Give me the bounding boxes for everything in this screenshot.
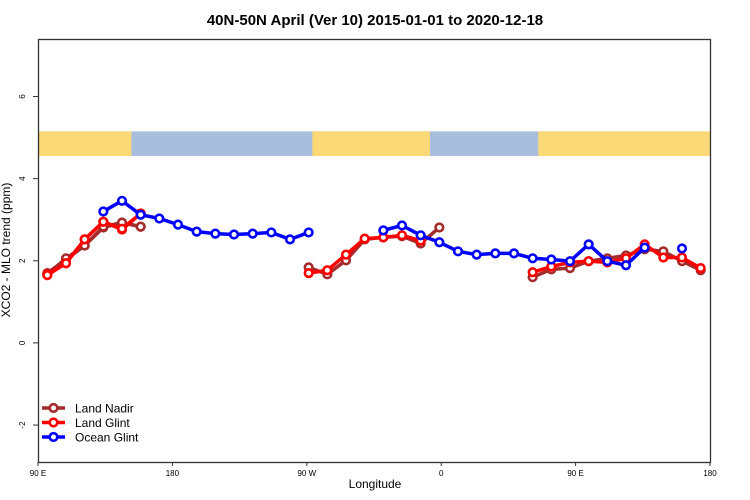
data-point	[602, 256, 613, 267]
data-point	[135, 209, 146, 220]
x-tick-label: 90 E	[30, 469, 46, 478]
data-point	[676, 243, 688, 254]
series-line	[46, 212, 142, 277]
data-point	[415, 230, 426, 241]
x-tick-label: 180	[703, 469, 717, 478]
y-tick-label: -2	[18, 421, 27, 429]
data-point	[490, 248, 501, 259]
data-point	[98, 216, 109, 227]
data-point	[98, 206, 109, 217]
x-axis: 90 E 180 90 W 0 90 E 180	[30, 462, 717, 478]
x-tick-label: 180	[166, 469, 180, 478]
data-point	[546, 254, 557, 265]
data-point	[378, 225, 389, 236]
legend-marker	[48, 417, 59, 428]
x-axis-label: Longitude	[349, 477, 402, 491]
map-strip	[38, 131, 710, 157]
y-axis: -2 0 2 4 6	[18, 94, 38, 429]
data-point	[583, 256, 594, 267]
data-point	[60, 258, 72, 269]
data-point	[658, 252, 669, 263]
data-point	[135, 221, 146, 232]
data-point	[508, 248, 520, 259]
data-point	[340, 249, 352, 260]
data-point	[434, 237, 445, 248]
legend-label: Land Glint	[75, 416, 130, 430]
data-point	[527, 253, 538, 264]
data-point	[695, 263, 706, 274]
data-point	[471, 249, 482, 260]
x-tick-label: 90 E	[567, 469, 583, 478]
data-point	[247, 228, 258, 239]
plot-series	[42, 195, 706, 283]
data-point	[172, 219, 184, 230]
data-point	[191, 226, 202, 237]
data-point	[620, 260, 632, 271]
x-tick-label: 90 W	[297, 469, 316, 478]
y-axis-label: XCO2 - MLO trend (ppm)	[0, 183, 13, 318]
land-band	[538, 131, 710, 157]
data-point	[266, 227, 277, 238]
data-point	[527, 267, 538, 278]
data-point	[116, 223, 128, 234]
data-point	[303, 227, 314, 238]
data-point	[396, 220, 408, 231]
data-point	[396, 230, 408, 241]
legend-label: Land Nadir	[75, 402, 134, 416]
y-tick-label: 0	[18, 340, 27, 345]
data-point	[154, 213, 165, 224]
data-point	[583, 239, 594, 250]
data-point	[564, 256, 576, 267]
data-point	[359, 233, 370, 244]
data-point	[284, 234, 296, 245]
land-band	[312, 131, 430, 157]
legend-marker	[48, 402, 59, 414]
data-point	[639, 242, 650, 253]
data-point	[79, 234, 90, 245]
plot-frame	[37, 38, 712, 464]
data-point	[210, 228, 221, 239]
y-tick-label: 2	[18, 258, 27, 263]
x-tick-label: 0	[439, 469, 444, 478]
data-point	[676, 252, 688, 263]
data-point	[322, 265, 333, 276]
chart-title: 40N-50N April (Ver 10) 2015-01-01 to 202…	[207, 12, 543, 29]
y-tick-label: 6	[18, 94, 27, 99]
land-band	[38, 131, 132, 157]
data-point	[434, 222, 445, 233]
legend-marker	[48, 431, 59, 443]
legend-label: Ocean Glint	[75, 431, 139, 445]
data-point	[116, 195, 128, 206]
data-point	[303, 267, 314, 279]
y-tick-label: 4	[18, 176, 27, 181]
data-point	[42, 270, 53, 281]
series-line	[532, 242, 702, 274]
data-point	[228, 229, 240, 240]
data-point	[452, 246, 464, 257]
